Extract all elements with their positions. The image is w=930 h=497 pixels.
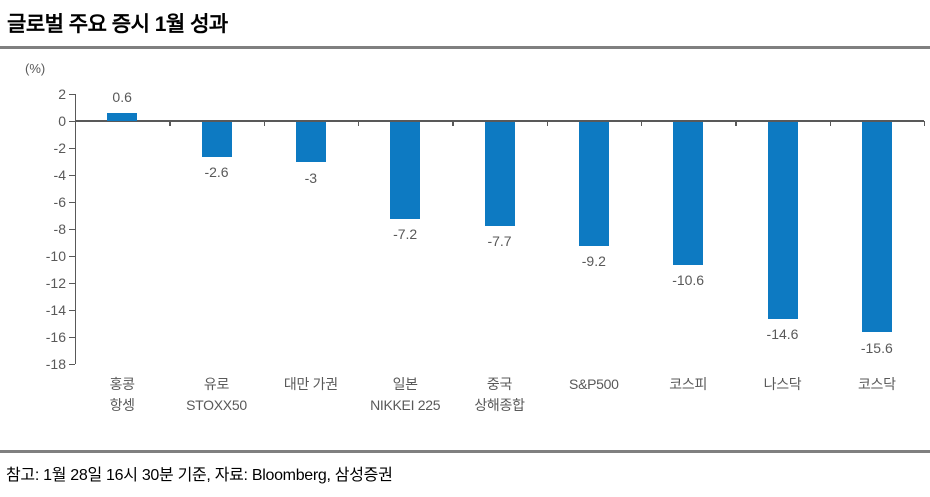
y-axis-tick: [69, 309, 75, 311]
bar-value-label: -3: [304, 169, 318, 186]
y-axis-tick-label: -6: [53, 194, 66, 210]
x-axis-category-label: 코스닥: [830, 374, 924, 395]
x-axis-category-label: 일본 NIKKEI 225: [358, 374, 452, 416]
y-axis-line: [75, 94, 77, 364]
bar: [861, 121, 892, 333]
y-axis-tick-label: 2: [58, 86, 66, 102]
x-axis-category-label: 코스피: [641, 374, 735, 395]
y-axis-tick: [69, 93, 75, 95]
x-axis-category-line: 상해종합: [474, 397, 525, 413]
y-axis-tick-label: 0: [58, 113, 66, 129]
title-divider: [0, 46, 930, 49]
bar-value-label: -2.6: [204, 164, 229, 181]
bar: [673, 121, 704, 265]
y-axis-tick: [69, 201, 75, 203]
x-axis-tick: [829, 121, 831, 126]
bar-value-label: -7.2: [393, 226, 418, 243]
y-axis-unit-label: (%): [25, 61, 46, 76]
y-axis-tick: [69, 282, 75, 284]
x-axis-tick: [735, 121, 737, 126]
x-axis-tick: [546, 121, 548, 126]
bar-value-label: -14.6: [766, 326, 799, 343]
y-axis-tick: [69, 336, 75, 338]
bar: [484, 121, 515, 226]
x-axis-tick: [924, 121, 926, 126]
y-axis-tick: [69, 174, 75, 176]
x-axis-category-line: 홍콩: [109, 376, 135, 392]
x-axis-category-label: 유로 STOXX50: [169, 374, 263, 416]
y-axis-tick: [69, 147, 75, 149]
bar-value-label: -10.6: [672, 272, 705, 289]
bar: [767, 121, 798, 319]
y-axis-tick-label: -12: [45, 275, 66, 291]
y-axis-tick-label: -2: [53, 140, 66, 156]
x-axis-category-label: 나스닥: [735, 374, 829, 395]
y-axis-tick: [69, 363, 75, 365]
x-axis-category-line: 나스닥: [763, 376, 802, 392]
x-axis-category-line: STOXX50: [186, 397, 247, 413]
x-axis-tick: [263, 121, 265, 126]
bar: [578, 121, 609, 246]
x-axis-category-line: 일본: [392, 376, 418, 392]
x-axis-category-line: 대만 가권: [283, 376, 338, 392]
y-axis-tick: [69, 255, 75, 257]
bar-value-label: -9.2: [581, 253, 606, 270]
y-axis-tick-label: -18: [45, 356, 66, 372]
bar-value-label: 0.6: [112, 88, 132, 105]
x-axis-category-line: 항셍: [109, 397, 135, 413]
x-axis-category-line: S&P500: [569, 376, 619, 392]
x-axis-category-line: NIKKEI 225: [370, 397, 441, 413]
bar: [107, 112, 138, 121]
bar-value-label: -7.7: [487, 232, 512, 249]
x-axis-category-line: 코스피: [669, 376, 708, 392]
x-axis-tick: [452, 121, 454, 126]
x-axis-category-line: 유로: [203, 376, 230, 392]
zero-baseline: [75, 120, 924, 122]
bar: [201, 121, 232, 157]
x-axis-tick: [358, 121, 360, 126]
x-axis-tick: [641, 121, 643, 126]
y-axis-tick: [69, 228, 75, 230]
footer-divider: [0, 450, 930, 453]
bar: [295, 121, 326, 163]
y-axis-tick-label: -14: [45, 302, 66, 318]
y-axis-tick-label: -10: [45, 248, 66, 264]
y-axis-tick-label: -8: [53, 221, 66, 237]
x-axis-tick: [169, 121, 171, 126]
x-axis-category-label: S&P500: [547, 374, 641, 395]
chart-title: 글로벌 주요 증시 1월 성과: [7, 13, 228, 36]
x-axis-category-line: 코스닥: [857, 376, 896, 392]
y-axis-tick: [69, 120, 75, 122]
bar-value-label: -15.6: [860, 339, 893, 356]
x-axis-category-label: 대만 가권: [264, 374, 358, 395]
y-axis-tick-label: -4: [53, 167, 66, 183]
source-note: 참고: 1월 28일 16시 30분 기준, 자료: Bloomberg, 삼성…: [6, 467, 393, 484]
bar: [390, 121, 421, 219]
x-axis-category-line: 중국: [486, 376, 513, 392]
y-axis-tick-label: -16: [45, 329, 66, 345]
